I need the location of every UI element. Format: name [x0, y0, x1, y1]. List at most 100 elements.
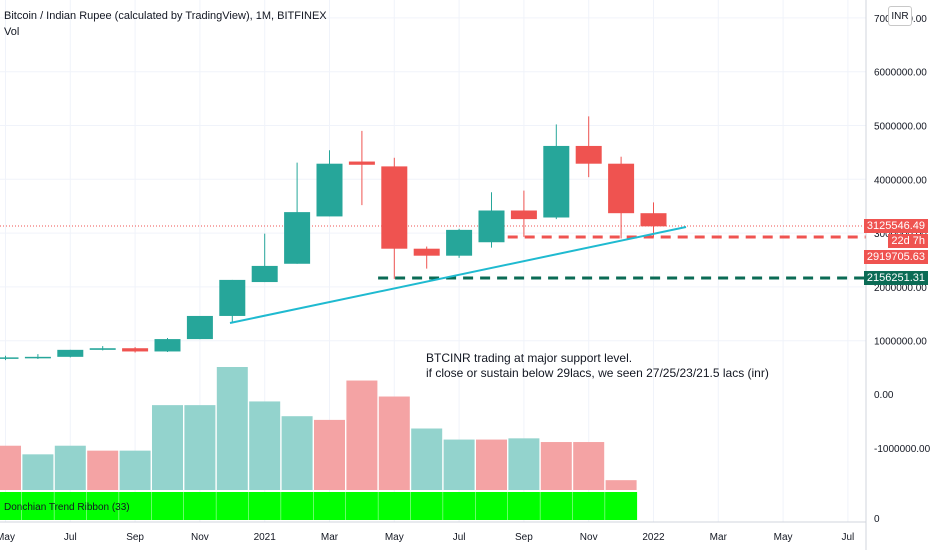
volume-bar	[346, 380, 378, 490]
volume-bar	[378, 396, 410, 490]
volume-bar	[54, 445, 86, 490]
trendline-segment	[229, 226, 687, 324]
ribbon-segment	[443, 492, 476, 520]
ribbon-segment	[216, 492, 249, 520]
time-tick-label: Sep	[126, 532, 144, 543]
volume-title: Vol	[4, 26, 20, 38]
time-tick-label: Jul	[64, 532, 77, 543]
candles	[0, 116, 667, 361]
annotation-line-2: if close or sustain below 29lacs, we see…	[426, 366, 769, 380]
price-tick-label: 6000000.00	[874, 68, 927, 79]
ribbon-segment	[540, 492, 573, 520]
ribbon-segment	[378, 492, 411, 520]
volume-bar	[411, 428, 443, 490]
ribbon-segment	[507, 492, 540, 520]
volume-bar	[443, 439, 475, 490]
candle-body	[413, 248, 440, 256]
candle-body	[154, 339, 181, 352]
candle-body	[446, 229, 473, 256]
time-tick-label: Nov	[191, 532, 209, 543]
price-tick-label: 1000000.00	[874, 337, 927, 348]
ribbon-segment	[572, 492, 605, 520]
time-tick-label: May	[774, 532, 793, 543]
chart-title: Bitcoin / Indian Rupee (calculated by Tr…	[4, 10, 327, 22]
price-tick-label: 5000000.00	[874, 122, 927, 133]
volume-bar	[540, 442, 572, 490]
candle-body	[478, 210, 505, 243]
volume-tick-label: 0.00	[874, 390, 894, 401]
ribbon-segment	[345, 492, 378, 520]
ribbon-segment	[151, 492, 184, 520]
time-tick-label: Mar	[321, 532, 339, 543]
volume-bars	[0, 367, 637, 490]
volume-tick-label: -1000000.00	[874, 444, 931, 455]
time-tick-label: Jul	[453, 532, 466, 543]
candle-body	[640, 213, 667, 227]
last-price-label: 3125546.49	[863, 219, 928, 233]
time-tick-label: 2022	[642, 532, 665, 543]
ribbon-segment	[119, 492, 152, 520]
time-tick-label: Mar	[710, 532, 728, 543]
trendline	[229, 226, 687, 324]
candle-body	[575, 145, 602, 164]
price-tick-label: 2000000.00	[874, 283, 927, 294]
candle-body	[122, 348, 149, 352]
volume-bar	[0, 445, 21, 490]
candle-body	[219, 279, 246, 316]
volume-bar	[476, 439, 507, 490]
time-tick-label: Sep	[515, 532, 533, 543]
countdown-label: 22d 7h	[888, 234, 928, 248]
candle-body	[608, 163, 635, 214]
volume-bar	[87, 450, 119, 490]
candle-body	[57, 349, 84, 357]
ribbon-segment	[605, 492, 638, 520]
ribbon-segment	[21, 492, 54, 520]
volume-bar	[314, 419, 345, 490]
ribbon-segment	[281, 492, 314, 520]
time-tick-label: 2021	[254, 532, 277, 543]
ribbon-segment	[54, 492, 87, 520]
candle-body	[186, 315, 213, 340]
candle-body	[24, 356, 51, 359]
ribbon-segment	[183, 492, 216, 520]
volume-bar	[184, 405, 216, 490]
price-tick-label: 4000000.00	[874, 175, 927, 186]
time-tick-label: May	[385, 532, 404, 543]
time-tick-label: Nov	[580, 532, 598, 543]
volume-bar	[508, 438, 540, 490]
ribbon-segment	[313, 492, 346, 520]
candle-body	[381, 166, 408, 249]
volume-bar	[216, 367, 248, 490]
support1-label: 2919705.63	[863, 250, 928, 264]
volume-bar	[22, 454, 54, 490]
candle-body	[510, 210, 537, 220]
annotation-line-1: BTCINR trading at major support level.	[426, 351, 633, 365]
ribbon-segment	[248, 492, 281, 520]
ribbon-label: Donchian Trend Ribbon (33)	[4, 502, 130, 513]
support-levels	[378, 235, 866, 280]
candle-body	[0, 357, 19, 359]
donchian-ribbon	[0, 492, 638, 520]
ribbon-segment	[475, 492, 508, 520]
ribbon-segment	[0, 492, 22, 520]
volume-bar	[281, 416, 313, 490]
volume-bar	[152, 405, 183, 490]
ribbon-segment	[86, 492, 119, 520]
candle-body	[543, 145, 570, 218]
volume-bar	[119, 450, 151, 490]
candle-body	[284, 212, 311, 264]
ribbon-segment	[410, 492, 443, 520]
volume-bar	[249, 401, 281, 490]
candle-body	[89, 348, 116, 350]
volume-tick-label: 0	[874, 514, 880, 525]
time-tick-label: May	[0, 532, 15, 543]
time-tick-label: Jul	[842, 532, 855, 543]
volume-bar	[605, 480, 637, 490]
candle-body	[316, 163, 343, 217]
candle-body	[251, 265, 278, 283]
support2-label: 2156251.31	[863, 271, 928, 285]
candle-body	[348, 161, 375, 165]
volume-bar	[573, 442, 605, 490]
currency-button[interactable]: INR	[888, 6, 912, 26]
